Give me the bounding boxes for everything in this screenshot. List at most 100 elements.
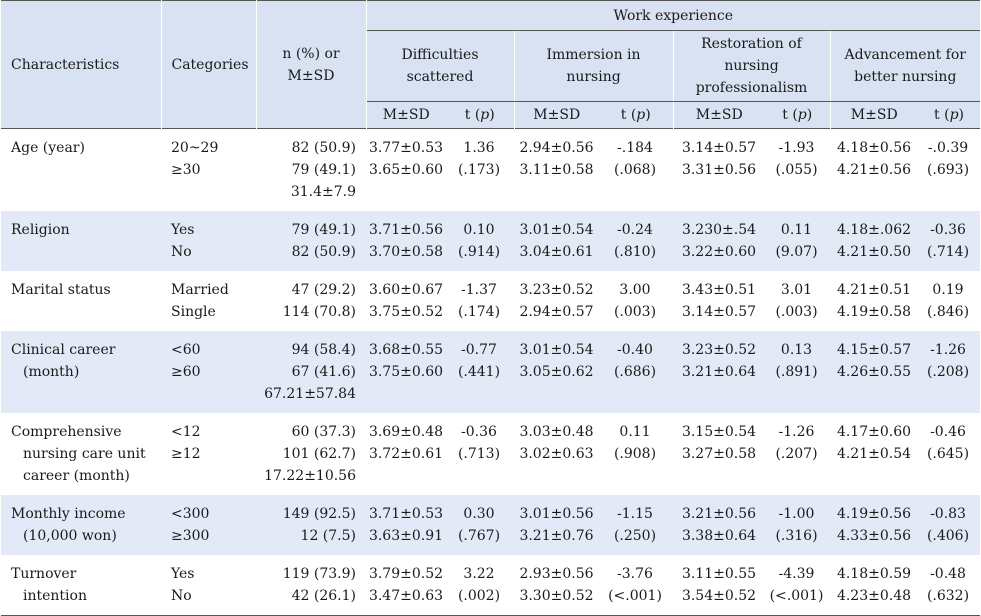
- row-t-p: 0.19 (.846): [918, 271, 981, 331]
- row-categories: Yes No: [161, 555, 256, 616]
- row-t-p: -1.15 (.250): [599, 495, 673, 555]
- row-msd: 4.18±.062 4.21±0.50: [830, 211, 918, 271]
- row-msd: 3.68±0.55 3.75±0.60: [366, 331, 446, 413]
- header-t-p-3: t (p): [918, 101, 981, 129]
- row-t-p: -0.48 (.632): [918, 555, 981, 616]
- row-n-pct: 94 (58.4) 67 (41.6) 67.21±57.84: [256, 331, 366, 413]
- row-categories: Married Single: [161, 271, 256, 331]
- row-characteristic: Age (year): [1, 128, 161, 211]
- row-t-p: -1.93 (.055): [765, 128, 830, 211]
- row-characteristic: Clinical career (month): [1, 331, 161, 413]
- row-t-p: 1.36 (.173): [446, 128, 514, 211]
- row-characteristic: Monthly income (10,000 won): [1, 495, 161, 555]
- row-msd: 3.79±0.52 3.47±0.63: [366, 555, 446, 616]
- row-msd: 3.15±0.54 3.27±0.58: [673, 413, 765, 495]
- row-t-p: -0.24 (.810): [599, 211, 673, 271]
- row-t-p: -0.83 (.406): [918, 495, 981, 555]
- row-msd: 2.94±0.56 3.11±0.58: [514, 128, 599, 211]
- row-msd: 3.60±0.67 3.75±0.52: [366, 271, 446, 331]
- header-msd-0: M±SD: [366, 101, 446, 129]
- row-msd: 4.21±0.51 4.19±0.58: [830, 271, 918, 331]
- row-characteristic: Marital status: [1, 271, 161, 331]
- row-n-pct: 82 (50.9) 79 (49.1) 31.4±7.9: [256, 128, 366, 211]
- table-row: Religion Yes No 79 (49.1) 82 (50.9) 3.71±0.56…: [1, 211, 981, 271]
- row-t-p: -.184 (.068): [599, 128, 673, 211]
- row-msd: 4.19±0.56 4.33±0.56: [830, 495, 918, 555]
- header-characteristics: Characteristics: [1, 0, 162, 129]
- header-group-0: Difficulties scattered: [366, 30, 515, 102]
- row-msd: 3.01±0.54 3.05±0.62: [514, 331, 599, 413]
- row-msd: 3.21±0.56 3.38±0.64: [673, 495, 765, 555]
- header-msd-3: M±SD: [830, 101, 918, 129]
- row-t-p: -0.36 (.714): [918, 211, 981, 271]
- header-work-experience: Work experience: [366, 0, 981, 31]
- row-t-p: -1.00 (.316): [765, 495, 830, 555]
- row-msd: 3.77±0.53 3.65±0.60: [366, 128, 446, 211]
- row-n-pct: 119 (73.9) 42 (26.1): [256, 555, 366, 616]
- row-n-pct: 47 (29.2) 114 (70.8): [256, 271, 366, 331]
- table-row: Turnover intention Yes No 119 (73.9) 42 (26.1…: [1, 555, 981, 616]
- row-categories: Yes No: [161, 211, 256, 271]
- row-n-pct: 149 (92.5) 12 (7.5): [256, 495, 366, 555]
- row-t-p: 3.01 (.003): [765, 271, 830, 331]
- header-t-p-0: t (p): [446, 101, 515, 129]
- row-n-pct: 60 (37.3) 101 (62.7) 17.22±10.56: [256, 413, 366, 495]
- row-t-p: -0.36 (.713): [446, 413, 514, 495]
- row-categories: <300 ≥300: [161, 495, 256, 555]
- row-t-p: 0.11 (9.07): [765, 211, 830, 271]
- row-characteristic: Religion: [1, 211, 161, 271]
- row-msd: 4.18±0.56 4.21±0.56: [830, 128, 918, 211]
- header-msd-2: M±SD: [673, 101, 765, 129]
- table-row: Age (year) 20~29 ≥30 82 (50.9) 79 (49.1) 31.4…: [1, 128, 981, 211]
- row-t-p: 3.22 (.002): [446, 555, 514, 616]
- row-msd: 2.93±0.56 3.30±0.52: [514, 555, 599, 616]
- row-t-p: 0.11 (.908): [599, 413, 673, 495]
- row-msd: 3.230±.54 3.22±0.60: [673, 211, 765, 271]
- row-characteristic: Turnover intention: [1, 555, 161, 616]
- row-t-p: 3.00 (.003): [599, 271, 673, 331]
- row-msd: 3.43±0.51 3.14±0.57: [673, 271, 765, 331]
- row-t-p: -1.26 (.207): [765, 413, 830, 495]
- row-t-p: -1.26 (.208): [918, 331, 981, 413]
- row-categories: <60 ≥60: [161, 331, 256, 413]
- row-t-p: -0.46 (.645): [918, 413, 981, 495]
- table-row: Monthly income (10,000 won) <300 ≥300 149 (9…: [1, 495, 981, 555]
- row-t-p: -1.37 (.174): [446, 271, 514, 331]
- row-msd: 3.71±0.56 3.70±0.58: [366, 211, 446, 271]
- header-t-p-2: t (p): [765, 101, 831, 129]
- row-t-p: -0.40 (.686): [599, 331, 673, 413]
- row-msd: 3.01±0.56 3.21±0.76: [514, 495, 599, 555]
- row-characteristic: Comprehensive nursing care unit career (mo…: [1, 413, 161, 495]
- table-row: Comprehensive nursing care unit career (mo…: [1, 413, 981, 495]
- row-categories: <12 ≥12: [161, 413, 256, 495]
- row-t-p: 0.13 (.891): [765, 331, 830, 413]
- header-group-1: Immersion in nursing: [514, 30, 674, 102]
- row-msd: 3.11±0.55 3.54±0.52: [673, 555, 765, 616]
- row-msd: 4.17±0.60 4.21±0.54: [830, 413, 918, 495]
- header-t-p-1: t (p): [599, 101, 674, 129]
- row-t-p: -4.39 (<.001): [765, 555, 830, 616]
- row-msd: 4.15±0.57 4.26±0.55: [830, 331, 918, 413]
- header-group-2: Restoration of nursing professionalism: [673, 30, 831, 102]
- row-msd: 3.14±0.57 3.31±0.56: [673, 128, 765, 211]
- row-n-pct: 79 (49.1) 82 (50.9): [256, 211, 366, 271]
- table-row: Clinical career (month) <60 ≥60 94 (58.4) 67 …: [1, 331, 981, 413]
- header-n-pct: n (%) or M±SD: [256, 0, 367, 129]
- header-msd-1: M±SD: [514, 101, 599, 129]
- row-t-p: 0.30 (.767): [446, 495, 514, 555]
- row-t-p: 0.10 (.914): [446, 211, 514, 271]
- table-row: Marital status Married Single 47 (29.2) 114 …: [1, 271, 981, 331]
- row-msd: 3.23±0.52 2.94±0.57: [514, 271, 599, 331]
- row-t-p: -.0.39 (.693): [918, 128, 981, 211]
- header-categories: Categories: [161, 0, 257, 129]
- row-t-p: -3.76 (<.001): [599, 555, 673, 616]
- row-msd: 3.03±0.48 3.02±0.63: [514, 413, 599, 495]
- row-t-p: -0.77 (.441): [446, 331, 514, 413]
- row-msd: 3.71±0.53 3.63±0.91: [366, 495, 446, 555]
- row-msd: 3.69±0.48 3.72±0.61: [366, 413, 446, 495]
- row-msd: 3.23±0.52 3.21±0.64: [673, 331, 765, 413]
- row-categories: 20~29 ≥30: [161, 128, 256, 211]
- header-group-3: Advancement for better nursing: [830, 30, 981, 102]
- row-msd: 4.18±0.59 4.23±0.48: [830, 555, 918, 616]
